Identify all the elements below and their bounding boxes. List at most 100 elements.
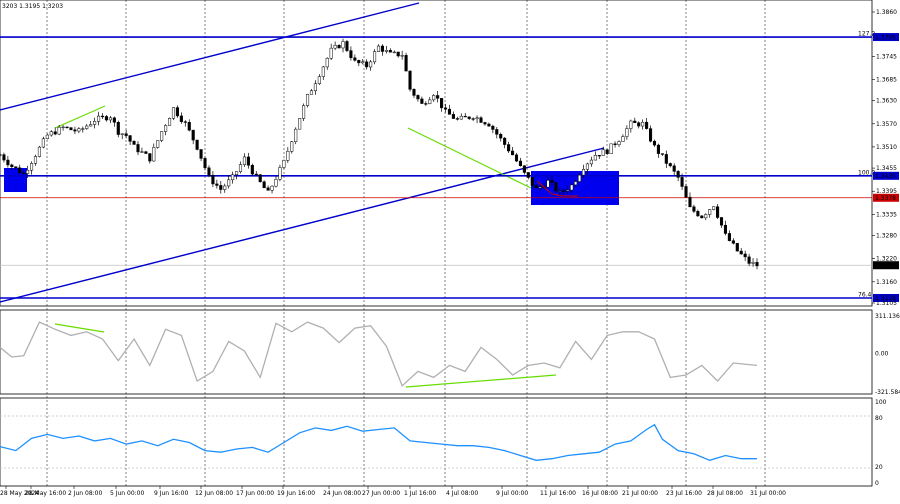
- candle-body[interactable]: [26, 169, 30, 174]
- candle-body[interactable]: [191, 129, 195, 141]
- candle-body[interactable]: [507, 144, 511, 152]
- candle-body[interactable]: [487, 123, 491, 127]
- candle-body[interactable]: [369, 61, 373, 68]
- candle-body[interactable]: [455, 118, 459, 120]
- candle-body[interactable]: [475, 117, 479, 120]
- candle-body[interactable]: [522, 165, 526, 173]
- candle-body[interactable]: [341, 41, 345, 49]
- candle-body[interactable]: [708, 209, 712, 215]
- candle-body[interactable]: [309, 90, 314, 95]
- candle-body[interactable]: [183, 121, 187, 123]
- divergence-line-cci-2[interactable]: [405, 374, 557, 388]
- candle-body[interactable]: [29, 163, 34, 171]
- candle-body[interactable]: [420, 98, 424, 104]
- divergence-line-price-1[interactable]: [54, 105, 106, 129]
- candle-body[interactable]: [609, 143, 613, 154]
- candle-body[interactable]: [116, 122, 120, 135]
- candle-body[interactable]: [747, 256, 751, 264]
- candle-body[interactable]: [175, 107, 179, 117]
- candle-body[interactable]: [613, 143, 617, 145]
- candle-body[interactable]: [262, 181, 266, 189]
- candle-body[interactable]: [18, 167, 22, 174]
- candle-body[interactable]: [589, 159, 593, 165]
- candle-body[interactable]: [282, 160, 286, 168]
- candle-body[interactable]: [633, 120, 637, 124]
- candle-body[interactable]: [526, 172, 530, 178]
- candle-body[interactable]: [731, 240, 735, 244]
- candle-body[interactable]: [578, 174, 582, 182]
- candle-body[interactable]: [258, 174, 262, 183]
- candle-body[interactable]: [156, 140, 160, 148]
- candle-body[interactable]: [33, 156, 38, 164]
- support-zone-left[interactable]: [4, 168, 27, 192]
- candle-body[interactable]: [290, 141, 294, 152]
- candle-body[interactable]: [546, 180, 550, 188]
- candle-body[interactable]: [503, 137, 507, 145]
- candle-body[interactable]: [266, 187, 270, 191]
- candle-body[interactable]: [97, 115, 101, 122]
- divergence-line-cci-1[interactable]: [54, 323, 105, 333]
- candle-body[interactable]: [235, 171, 239, 175]
- candle-body[interactable]: [392, 51, 396, 54]
- candle-body[interactable]: [195, 139, 199, 150]
- candle-body[interactable]: [436, 95, 440, 99]
- candle-body[interactable]: [57, 126, 61, 135]
- candle-body[interactable]: [416, 95, 420, 100]
- candle-body[interactable]: [384, 50, 388, 52]
- candle-body[interactable]: [432, 95, 436, 101]
- candle-body[interactable]: [696, 211, 700, 217]
- candle-body[interactable]: [53, 131, 57, 135]
- candle-body[interactable]: [274, 179, 278, 187]
- candle-body[interactable]: [574, 181, 578, 186]
- candle-body[interactable]: [440, 98, 444, 109]
- candle-body[interactable]: [321, 66, 325, 77]
- candle-body[interactable]: [495, 129, 499, 135]
- candle-body[interactable]: [2, 154, 6, 161]
- candle-body[interactable]: [688, 196, 692, 208]
- candle-body[interactable]: [719, 217, 724, 226]
- candle-body[interactable]: [617, 141, 621, 145]
- candle-body[interactable]: [530, 177, 534, 186]
- candle-body[interactable]: [700, 215, 704, 219]
- candle-body[interactable]: [148, 153, 152, 162]
- candle-body[interactable]: [570, 184, 574, 191]
- candle-body[interactable]: [514, 154, 519, 162]
- candle-body[interactable]: [164, 125, 168, 132]
- candle-body[interactable]: [179, 115, 183, 122]
- candle-body[interactable]: [317, 76, 321, 84]
- candle-body[interactable]: [518, 160, 522, 166]
- cci-panel[interactable]: [0, 309, 873, 395]
- candle-body[interactable]: [601, 149, 605, 156]
- candle-body[interactable]: [14, 166, 18, 169]
- candle-body[interactable]: [128, 135, 132, 142]
- candle-body[interactable]: [538, 186, 542, 189]
- candle-body[interactable]: [10, 164, 14, 167]
- candle-body[interactable]: [333, 44, 337, 49]
- candle-body[interactable]: [242, 156, 246, 165]
- candle-body[interactable]: [120, 133, 124, 135]
- candle-body[interactable]: [380, 45, 384, 52]
- candle-body[interactable]: [511, 150, 515, 156]
- candle-body[interactable]: [597, 154, 601, 157]
- candle-body[interactable]: [112, 117, 116, 123]
- divergence-line-price-2[interactable]: [407, 127, 532, 189]
- candle-body[interactable]: [337, 44, 341, 49]
- candle-body[interactable]: [61, 126, 65, 129]
- candle-body[interactable]: [305, 94, 310, 106]
- candle-body[interactable]: [479, 117, 483, 123]
- candle-body[interactable]: [676, 171, 680, 178]
- candle-body[interactable]: [471, 118, 475, 120]
- candle-body[interactable]: [144, 151, 148, 154]
- candle-body[interactable]: [660, 153, 664, 155]
- candle-body[interactable]: [329, 47, 333, 59]
- candle-body[interactable]: [278, 167, 282, 180]
- candle-body[interactable]: [345, 41, 349, 51]
- candle-body[interactable]: [451, 114, 455, 119]
- candle-body[interactable]: [396, 51, 400, 57]
- candle-body[interactable]: [751, 262, 755, 264]
- candle-body[interactable]: [93, 121, 97, 125]
- candle-body[interactable]: [755, 262, 759, 267]
- candle-body[interactable]: [712, 206, 716, 210]
- candle-body[interactable]: [593, 154, 597, 161]
